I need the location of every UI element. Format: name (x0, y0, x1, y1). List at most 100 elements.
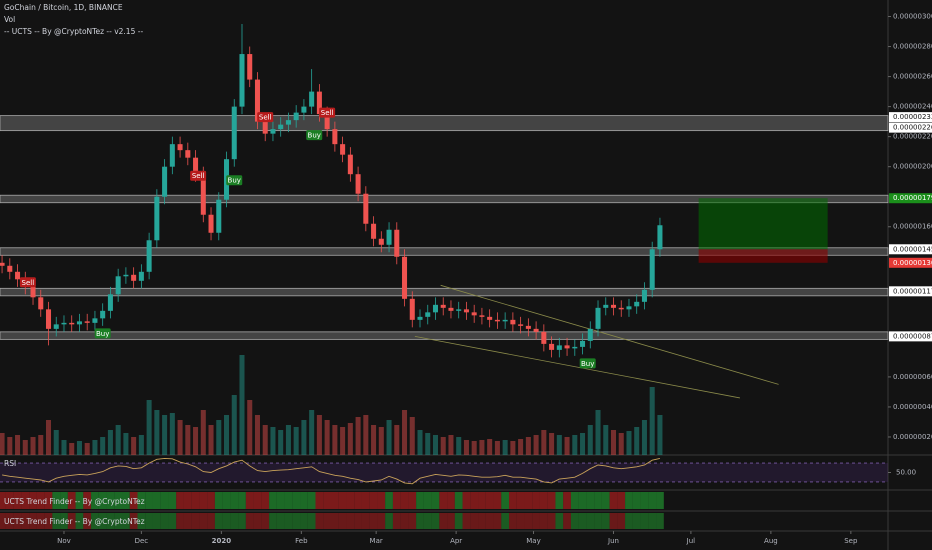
trend-cell (269, 492, 277, 509)
candle-body (123, 274, 129, 277)
trend-cell (261, 492, 270, 509)
trend-cell (168, 513, 177, 529)
volume-bar (564, 437, 570, 455)
volume-bar (185, 425, 191, 455)
trend-cell (369, 492, 378, 509)
trend-cell (300, 513, 308, 529)
candle-body (355, 174, 361, 194)
trend-cell (183, 513, 192, 529)
trend-cell (416, 492, 424, 509)
price-tag (889, 193, 932, 204)
candle-body (425, 312, 431, 317)
volume-bar (456, 437, 462, 455)
candle-body (53, 324, 59, 329)
plot: Sell Buy Sell Buy Sell Buy Sell Buy 0.00000300 0.… (0, 13, 932, 545)
candle-body (84, 321, 90, 323)
volume-bar (193, 427, 199, 455)
candle-body (216, 199, 222, 233)
trend-cell (539, 513, 548, 529)
candle-body (363, 193, 369, 224)
price-tag-label: 0.00000087 (893, 332, 932, 340)
trend-cell (191, 492, 200, 509)
volume-bar (409, 417, 415, 455)
candle-body (525, 325, 531, 329)
volume-bar (417, 430, 423, 455)
trend-cell (315, 513, 324, 529)
trend-cell (122, 513, 130, 529)
price-tag (889, 122, 932, 133)
volume-bar (487, 439, 493, 455)
trend-cell (292, 513, 301, 529)
y-tick-label: 0.00000200 (893, 163, 932, 171)
trend-cell (539, 492, 548, 509)
volume-bar (200, 410, 206, 455)
volume-bar (30, 437, 36, 455)
trend-cell (183, 492, 192, 509)
trend-cell (122, 492, 130, 509)
signal: Sell (19, 277, 36, 288)
price-tag (889, 286, 932, 297)
trend-cell (36, 513, 45, 529)
volume-bar (107, 430, 113, 455)
candle-body (208, 214, 214, 233)
trend-cell (44, 492, 53, 509)
price-tag-label: 0.00000226 (893, 124, 932, 132)
candle-body (587, 328, 593, 341)
trend-cell (555, 513, 564, 529)
trend-cell (524, 513, 533, 529)
candle-body (30, 286, 36, 298)
volume-bar (38, 435, 44, 455)
candle-body (107, 294, 113, 311)
trend-cell (570, 513, 579, 529)
trend-cell (199, 492, 208, 509)
candle-body (394, 229, 400, 257)
trend-cell (392, 492, 401, 509)
candle-body (463, 309, 469, 313)
trend-cell (501, 513, 510, 529)
trend-cell (331, 492, 339, 509)
trend-cell (609, 492, 618, 509)
trend-cell (509, 492, 517, 509)
volume-bar (556, 435, 562, 455)
rsi-band (0, 463, 888, 482)
volume-bar (510, 441, 516, 455)
volume-bar (223, 415, 230, 455)
trend-cell (454, 492, 463, 509)
trend-cell (292, 492, 301, 509)
candle-body (610, 304, 617, 308)
rsi-label: RSI (4, 459, 16, 468)
trend-cell (493, 492, 502, 509)
candle-body (293, 112, 299, 121)
signal-marker (306, 130, 323, 141)
volume-bar (649, 387, 655, 455)
volume-bar (386, 420, 392, 455)
trend-cell (400, 492, 409, 509)
trend-cell (137, 513, 146, 529)
candle-body (316, 91, 322, 115)
volume-bar (115, 425, 121, 455)
y-tick-label: 0.00000160 (893, 223, 932, 231)
price-tag-label: 0.00000117 (893, 287, 932, 295)
volume-bar (533, 435, 539, 455)
volume-bar (131, 437, 137, 455)
trend-cell (547, 513, 556, 529)
trend-cell (385, 513, 393, 529)
trend-cell (191, 513, 200, 529)
trend-cell (222, 513, 231, 529)
candle-body (301, 106, 307, 113)
trend-cell (478, 513, 486, 529)
volume-bar (231, 395, 237, 455)
volume-bar (347, 423, 353, 455)
trend-cell (470, 492, 479, 509)
trend-cell (323, 492, 332, 509)
trend-cell (656, 513, 664, 529)
candle-body (270, 129, 276, 134)
candle-body (340, 144, 346, 155)
trend-cell (470, 513, 479, 529)
volume-bar (285, 425, 291, 455)
rsi-line (2, 457, 661, 485)
trend-cell (207, 513, 215, 529)
trend-cell (245, 492, 254, 509)
trend-cell (586, 492, 595, 509)
trend-cell (331, 513, 339, 529)
